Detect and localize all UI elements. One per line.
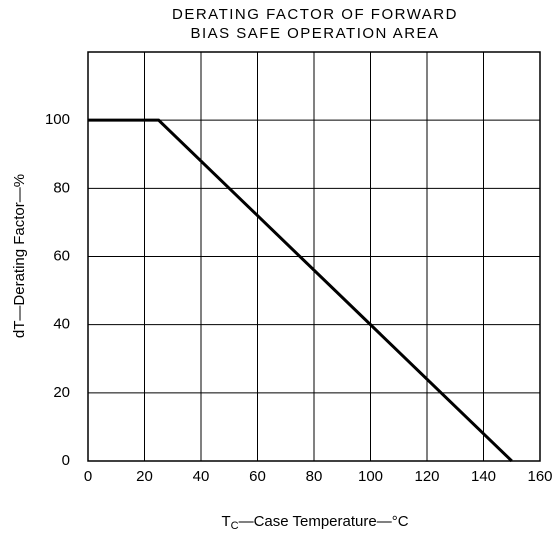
x-axis-label-main: T	[221, 513, 230, 530]
chart-title: DERATING FACTOR OF FORWARD	[172, 6, 458, 23]
x-tick-label: 80	[306, 468, 323, 485]
y-tick-label: 20	[53, 384, 70, 401]
x-tick-label: 120	[414, 468, 439, 485]
x-tick-label: 40	[193, 468, 210, 485]
x-tick-label: 20	[136, 468, 153, 485]
y-tick-label: 0	[62, 452, 70, 469]
x-tick-label: 160	[527, 468, 552, 485]
x-axis-label-sub: C	[231, 520, 239, 532]
x-axis-label: TC—Case Temperature—°C	[221, 513, 408, 532]
x-tick-label: 60	[249, 468, 266, 485]
y-tick-label: 80	[53, 179, 70, 196]
y-tick-label: 100	[45, 111, 70, 128]
y-tick-label: 40	[53, 316, 70, 333]
y-tick-label: 60	[53, 247, 70, 264]
data-line	[88, 118, 513, 463]
x-tick-label: 0	[84, 468, 92, 485]
x-tick-label: 100	[358, 468, 383, 485]
x-tick-label: 140	[471, 468, 496, 485]
y-axis-label: dT—Derating Factor—%	[11, 174, 28, 338]
x-axis-label-rest: —Case Temperature—°C	[239, 513, 409, 530]
chart-title: BIAS SAFE OPERATION AREA	[190, 25, 439, 42]
